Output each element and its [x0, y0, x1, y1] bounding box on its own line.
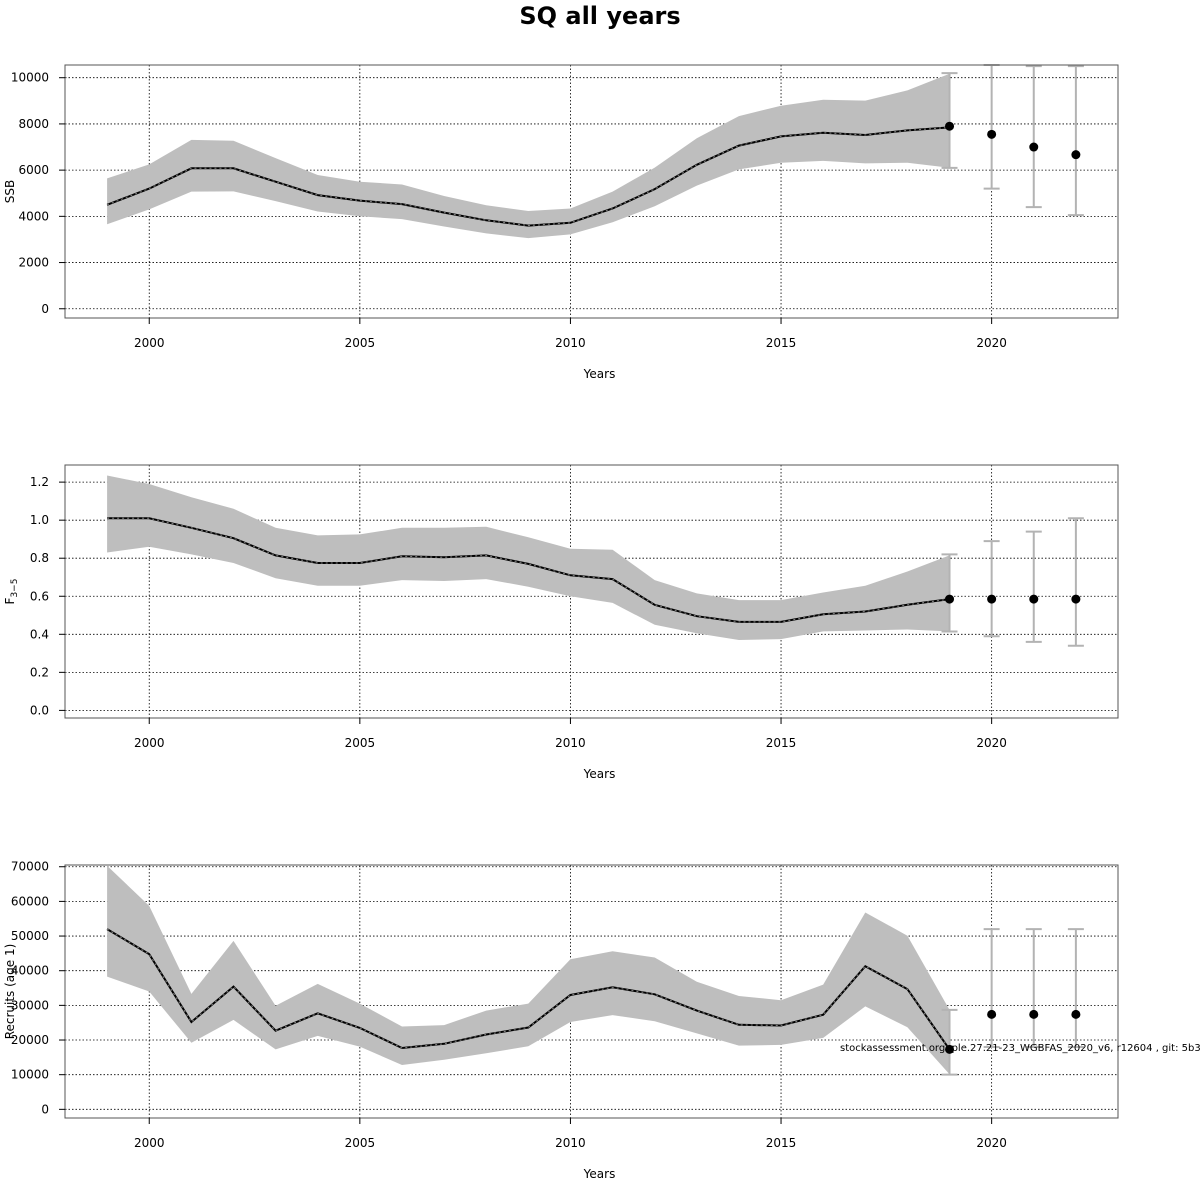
estimate-line-dashes	[106, 126, 950, 227]
y-axis-label: Recruits (age 1)	[3, 944, 17, 1040]
chart-title: SQ all years	[519, 2, 681, 30]
forecast-point	[987, 129, 997, 139]
confidence-band	[107, 475, 950, 640]
y-tick-label: 1.0	[30, 513, 49, 527]
panel-2: 2000 2005 2010 2015 2020 0.0 0.2 0.4 0.6 0.8 1.0 1.…	[3, 464, 1119, 781]
y-tick-label: 20000	[11, 1033, 49, 1047]
forecast-point	[1071, 150, 1081, 160]
confidence-band	[107, 865, 950, 1075]
y-tick-label: 0.4	[30, 627, 49, 641]
y-tick-label: 0.8	[30, 551, 49, 565]
estimate-line-dashes	[107, 517, 950, 623]
y-tick-label: 0.0	[30, 703, 49, 717]
y-tick-label: 6000	[18, 163, 49, 177]
x-tick-label: 2005	[345, 336, 376, 350]
plot-frame	[64, 464, 1119, 719]
x-tick-label: 2020	[976, 336, 1007, 350]
estimate-line	[106, 928, 951, 1050]
y-tick-label: 50000	[11, 929, 49, 943]
forecast-point	[1029, 142, 1039, 152]
y-tick-label: 2000	[18, 256, 49, 270]
forecast-point	[1029, 1009, 1039, 1019]
panel-3: 2000 2005 2010 2015 2020 0 10000 20000 30000 4000…	[3, 860, 1119, 1181]
x-tick-label: 2005	[345, 736, 376, 750]
x-tick-label: 2015	[766, 336, 797, 350]
y-axis-label: F3−5	[3, 579, 20, 605]
y-tick-label: 0.2	[30, 665, 49, 679]
y-tick-label: 60000	[11, 894, 49, 908]
plot-frame	[64, 864, 1119, 1119]
forecast-point	[1029, 594, 1039, 604]
y-tick-label: 0.6	[30, 589, 49, 603]
panel-1: 2000 2005 2010 2015 2020 0 2000 4000 6000 8000 100…	[3, 64, 1119, 381]
forecast-point	[945, 594, 955, 604]
x-tick-label: 2020	[976, 736, 1007, 750]
y-tick-label: 70000	[11, 860, 49, 874]
x-tick-label: 2020	[976, 1136, 1007, 1150]
forecast-point	[945, 1044, 955, 1054]
footnote-text: stockassessment.org, ple.27.21-23_WGBFAS…	[840, 1043, 1200, 1054]
x-tick-label: 2010	[555, 736, 586, 750]
y-tick-label: 30000	[11, 998, 49, 1012]
y-tick-label: 8000	[18, 117, 49, 131]
forecast-point	[945, 121, 955, 131]
x-tick-label: 2015	[766, 736, 797, 750]
x-tick-label: 2005	[345, 1136, 376, 1150]
y-tick-label: 10000	[11, 1068, 49, 1082]
y-tick-label: 0	[41, 1102, 49, 1116]
y-tick-label: 0	[41, 302, 49, 316]
x-axis-label: Years	[583, 767, 616, 781]
x-tick-label: 2010	[555, 336, 586, 350]
forecast-point	[1071, 594, 1081, 604]
forecast-point	[987, 594, 997, 604]
x-tick-label: 2000	[134, 736, 165, 750]
x-tick-label: 2010	[555, 1136, 586, 1150]
forecast-point	[1071, 1009, 1081, 1019]
y-tick-label: 40000	[11, 964, 49, 978]
forecast-point	[987, 1009, 997, 1019]
y-axis-label: SSB	[3, 180, 17, 203]
y-tick-label: 1.2	[30, 475, 49, 489]
plot-frame	[64, 64, 1119, 319]
x-tick-label: 2000	[134, 336, 165, 350]
y-tick-label: 10000	[11, 71, 49, 85]
x-axis-label: Years	[583, 367, 616, 381]
x-tick-label: 2000	[134, 1136, 165, 1150]
confidence-band	[107, 73, 950, 239]
x-axis-label: Years	[583, 1167, 616, 1181]
x-tick-label: 2015	[766, 1136, 797, 1150]
y-tick-label: 4000	[18, 209, 49, 223]
